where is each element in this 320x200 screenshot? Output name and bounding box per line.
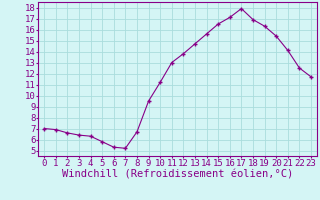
X-axis label: Windchill (Refroidissement éolien,°C): Windchill (Refroidissement éolien,°C)	[62, 169, 293, 179]
